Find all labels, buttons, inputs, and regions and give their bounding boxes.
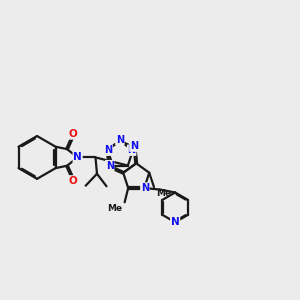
- Text: N: N: [73, 152, 82, 162]
- Text: O: O: [69, 129, 77, 139]
- Text: Me: Me: [156, 189, 172, 198]
- Text: N: N: [171, 217, 179, 227]
- Text: N: N: [130, 141, 138, 151]
- Text: N: N: [116, 135, 124, 145]
- Text: N: N: [141, 183, 149, 193]
- Text: N: N: [104, 145, 112, 155]
- Text: N: N: [106, 160, 114, 171]
- Text: N: N: [128, 145, 136, 155]
- Text: Me: Me: [107, 204, 122, 213]
- Text: O: O: [69, 176, 77, 186]
